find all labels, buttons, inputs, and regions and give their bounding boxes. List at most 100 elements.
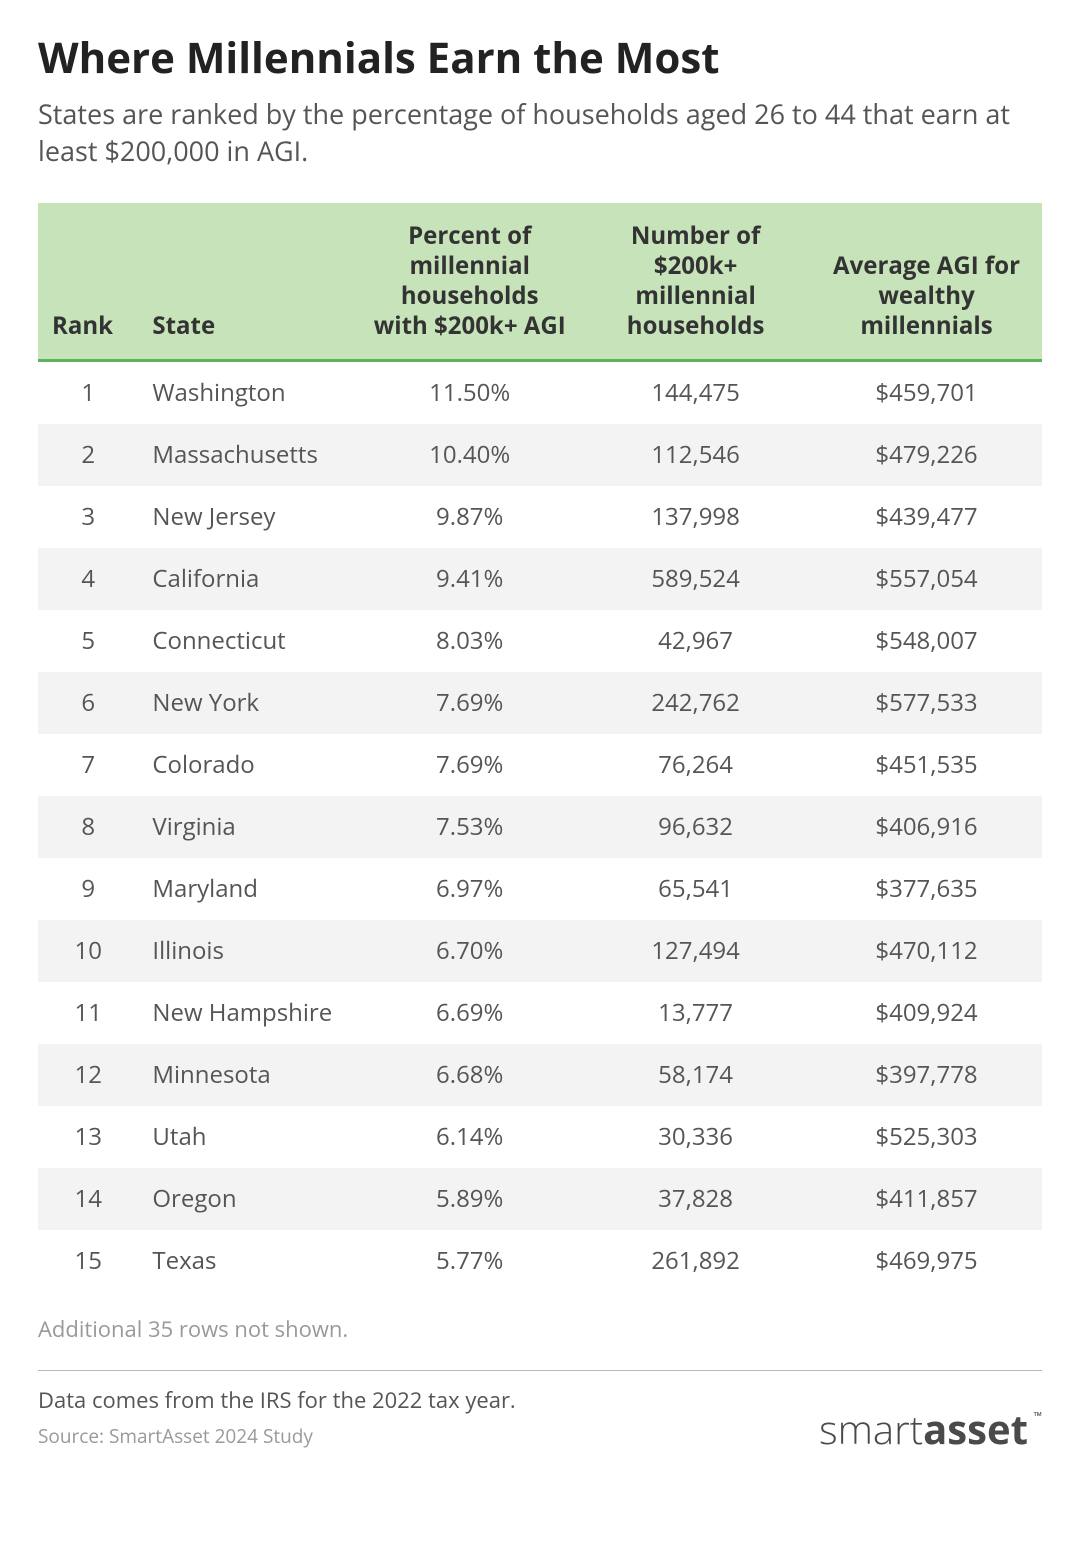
cell-rank: 10 <box>38 920 138 982</box>
cell-count: 112,546 <box>580 424 811 486</box>
cell-count: 58,174 <box>580 1044 811 1106</box>
cell-state: Texas <box>138 1230 359 1292</box>
cell-avg-agi: $397,778 <box>811 1044 1042 1106</box>
cell-percent: 5.77% <box>359 1230 580 1292</box>
cell-count: 13,777 <box>580 982 811 1044</box>
cell-avg-agi: $459,701 <box>811 361 1042 425</box>
cell-avg-agi: $470,112 <box>811 920 1042 982</box>
cell-avg-agi: $479,226 <box>811 424 1042 486</box>
cell-count: 96,632 <box>580 796 811 858</box>
cell-state: Connecticut <box>138 610 359 672</box>
table-body: 1Washington11.50%144,475$459,7012Massach… <box>38 361 1042 1293</box>
cell-state: Washington <box>138 361 359 425</box>
cell-state: Illinois <box>138 920 359 982</box>
cell-rank: 2 <box>38 424 138 486</box>
cell-percent: 6.14% <box>359 1106 580 1168</box>
cell-rank: 13 <box>38 1106 138 1168</box>
table-row: 9Maryland6.97%65,541$377,635 <box>38 858 1042 920</box>
cell-rank: 4 <box>38 548 138 610</box>
cell-count: 144,475 <box>580 361 811 425</box>
cell-state: Massachusetts <box>138 424 359 486</box>
table-row: 6New York7.69%242,762$577,533 <box>38 672 1042 734</box>
table-row: 2Massachusetts10.40%112,546$479,226 <box>38 424 1042 486</box>
cell-count: 589,524 <box>580 548 811 610</box>
table-row: 7Colorado7.69%76,264$451,535 <box>38 734 1042 796</box>
cell-percent: 9.87% <box>359 486 580 548</box>
cell-avg-agi: $577,533 <box>811 672 1042 734</box>
cell-state: Utah <box>138 1106 359 1168</box>
cell-percent: 6.68% <box>359 1044 580 1106</box>
table-header-row: Rank State Percent of millennial househo… <box>38 203 1042 361</box>
infographic-container: Where Millennials Earn the Most States a… <box>0 0 1080 1469</box>
cell-state: New York <box>138 672 359 734</box>
col-header-count: Number of $200k+ millennial households <box>580 203 811 361</box>
table-row: 14Oregon5.89%37,828$411,857 <box>38 1168 1042 1230</box>
smartasset-logo: smartasset™ <box>819 1409 1042 1449</box>
cell-count: 127,494 <box>580 920 811 982</box>
page-title: Where Millennials Earn the Most <box>38 34 1042 82</box>
page-subtitle: States are ranked by the percentage of h… <box>38 96 1042 169</box>
cell-avg-agi: $557,054 <box>811 548 1042 610</box>
logo-part1: smart <box>819 1401 923 1456</box>
cell-avg-agi: $548,007 <box>811 610 1042 672</box>
table-row: 13Utah6.14%30,336$525,303 <box>38 1106 1042 1168</box>
cell-percent: 6.69% <box>359 982 580 1044</box>
footer: Data comes from the IRS for the 2022 tax… <box>38 1385 1042 1449</box>
col-header-avg: Average AGI for wealthy millennials <box>811 203 1042 361</box>
rankings-table: Rank State Percent of millennial househo… <box>38 203 1042 1292</box>
table-row: 15Texas5.77%261,892$469,975 <box>38 1230 1042 1292</box>
cell-avg-agi: $439,477 <box>811 486 1042 548</box>
cell-count: 261,892 <box>580 1230 811 1292</box>
data-source-note: Data comes from the IRS for the 2022 tax… <box>38 1385 516 1415</box>
cell-count: 137,998 <box>580 486 811 548</box>
table-row: 12Minnesota6.68%58,174$397,778 <box>38 1044 1042 1106</box>
cell-percent: 5.89% <box>359 1168 580 1230</box>
cell-percent: 7.69% <box>359 734 580 796</box>
cell-avg-agi: $525,303 <box>811 1106 1042 1168</box>
cell-rank: 6 <box>38 672 138 734</box>
cell-count: 37,828 <box>580 1168 811 1230</box>
cell-state: Maryland <box>138 858 359 920</box>
table-row: 8Virginia7.53%96,632$406,916 <box>38 796 1042 858</box>
cell-percent: 7.69% <box>359 672 580 734</box>
cell-percent: 10.40% <box>359 424 580 486</box>
cell-rank: 3 <box>38 486 138 548</box>
cell-count: 242,762 <box>580 672 811 734</box>
cell-percent: 6.70% <box>359 920 580 982</box>
col-header-state: State <box>138 203 359 361</box>
cell-avg-agi: $409,924 <box>811 982 1042 1044</box>
footer-left: Data comes from the IRS for the 2022 tax… <box>38 1385 516 1449</box>
table-row: 3New Jersey9.87%137,998$439,477 <box>38 486 1042 548</box>
cell-count: 76,264 <box>580 734 811 796</box>
cell-rank: 14 <box>38 1168 138 1230</box>
table-row: 10Illinois6.70%127,494$470,112 <box>38 920 1042 982</box>
col-header-rank: Rank <box>38 203 138 361</box>
cell-state: Colorado <box>138 734 359 796</box>
table-row: 5Connecticut8.03%42,967$548,007 <box>38 610 1042 672</box>
cell-percent: 7.53% <box>359 796 580 858</box>
cell-rank: 15 <box>38 1230 138 1292</box>
cell-state: Minnesota <box>138 1044 359 1106</box>
cell-rank: 11 <box>38 982 138 1044</box>
table-row: 4California9.41%589,524$557,054 <box>38 548 1042 610</box>
cell-count: 65,541 <box>580 858 811 920</box>
cell-rank: 5 <box>38 610 138 672</box>
cell-state: New Hampshire <box>138 982 359 1044</box>
cell-state: Oregon <box>138 1168 359 1230</box>
rows-not-shown-note: Additional 35 rows not shown. <box>38 1314 1042 1344</box>
cell-percent: 11.50% <box>359 361 580 425</box>
cell-state: California <box>138 548 359 610</box>
cell-rank: 8 <box>38 796 138 858</box>
cell-percent: 9.41% <box>359 548 580 610</box>
logo-part2: asset <box>923 1401 1028 1456</box>
cell-state: Virginia <box>138 796 359 858</box>
cell-avg-agi: $451,535 <box>811 734 1042 796</box>
cell-avg-agi: $469,975 <box>811 1230 1042 1292</box>
cell-rank: 12 <box>38 1044 138 1106</box>
table-row: 1Washington11.50%144,475$459,701 <box>38 361 1042 425</box>
cell-avg-agi: $411,857 <box>811 1168 1042 1230</box>
cell-rank: 9 <box>38 858 138 920</box>
logo-trademark-icon: ™ <box>1034 1411 1042 1422</box>
cell-state: New Jersey <box>138 486 359 548</box>
cell-rank: 7 <box>38 734 138 796</box>
